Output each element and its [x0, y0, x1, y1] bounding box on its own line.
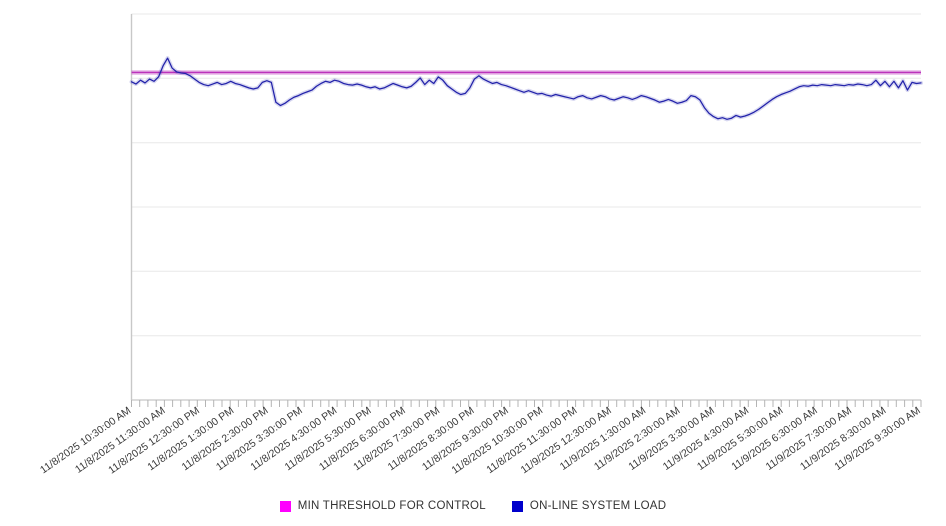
x-axis-minor-ticks: [131, 400, 922, 407]
load-line: [130, 57, 922, 120]
legend-label-on-line-system-load: ON-LINE SYSTEM LOAD: [529, 500, 667, 512]
legend-item-on-line-system-load[interactable]: ON-LINE SYSTEM LOAD: [511, 500, 667, 512]
series-on-line-system-load: [129, 56, 923, 122]
legend-swatch-magenta: [279, 500, 291, 512]
legend-label-min-threshold-for-control: MIN THRESHOLD FOR CONTROL: [297, 500, 486, 512]
chart-legend: MIN THRESHOLD FOR CONTROL ON-LINE SYSTEM…: [0, 494, 946, 518]
legend-swatch-blue: [511, 500, 523, 512]
legend-item-min-threshold-for-control[interactable]: MIN THRESHOLD FOR CONTROL: [279, 500, 486, 512]
